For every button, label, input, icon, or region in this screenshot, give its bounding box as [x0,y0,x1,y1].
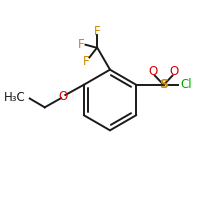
Text: O: O [59,90,68,103]
Text: F: F [78,38,85,51]
Text: O: O [170,65,179,78]
Text: F: F [83,55,89,68]
Text: H₃C: H₃C [4,91,26,104]
Text: O: O [148,65,158,78]
Text: Cl: Cl [180,78,192,91]
Text: S: S [159,78,168,91]
Text: F: F [94,25,101,38]
